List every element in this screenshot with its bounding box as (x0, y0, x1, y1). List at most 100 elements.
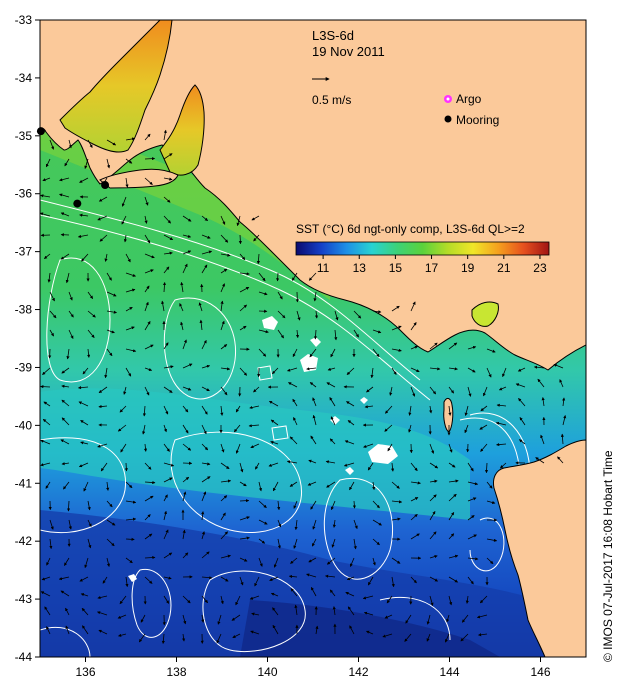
current-arrow (163, 576, 172, 580)
current-arrow (429, 479, 438, 483)
current-arrow (163, 386, 173, 393)
current-arrow (79, 213, 89, 217)
current-arrow (349, 625, 355, 635)
colorbar-tick-label: 17 (425, 261, 439, 275)
current-arrow (294, 519, 298, 531)
current-arrow (77, 386, 89, 390)
current-arrow (384, 614, 393, 619)
current-arrow (163, 266, 170, 274)
current-arrow (140, 614, 146, 623)
current-arrow (161, 300, 165, 312)
current-arrow (353, 310, 362, 319)
current-arrow (448, 595, 453, 606)
lon-tick-label: 140 (257, 665, 277, 679)
colorbar-tick-label: 15 (389, 261, 403, 275)
current-arrow (391, 305, 400, 312)
current-arrow (330, 348, 336, 358)
current-arrow (42, 418, 51, 426)
current-arrow (163, 477, 173, 483)
current-arrow (64, 557, 70, 566)
current-arrow (448, 405, 452, 416)
current-arrow (235, 405, 241, 413)
current-arrow (496, 442, 507, 447)
current-arrow (479, 595, 488, 604)
current-arrow (182, 552, 189, 559)
current-arrow (239, 516, 250, 521)
current-arrow (429, 555, 438, 559)
current-arrow (429, 576, 439, 582)
current-arrow (291, 272, 298, 281)
current-arrow (163, 424, 167, 433)
current-arrow (480, 443, 488, 452)
current-arrow (345, 592, 355, 597)
current-arrow (182, 633, 186, 642)
current-arrow (344, 440, 355, 445)
current-arrow (40, 439, 51, 445)
current-arrow (448, 342, 458, 350)
current-arrow (44, 606, 51, 616)
current-arrow (464, 405, 469, 417)
current-arrow (239, 462, 244, 473)
current-arrow (460, 633, 469, 642)
current-arrow (541, 396, 545, 407)
current-arrow (125, 272, 137, 277)
current-arrow (255, 462, 260, 470)
current-arrow (308, 557, 317, 563)
current-arrow (410, 513, 418, 521)
current-arrow (121, 215, 127, 225)
current-arrow (201, 511, 205, 521)
current-arrow (448, 367, 458, 371)
current-arrow (106, 272, 112, 281)
current-arrow (201, 234, 211, 239)
current-arrow (467, 386, 472, 397)
current-arrow (201, 339, 207, 350)
current-arrow (330, 500, 336, 511)
current-arrow (251, 612, 260, 616)
ssh-contours (40, 199, 576, 657)
current-arrow (125, 367, 132, 377)
current-arrow (239, 536, 250, 540)
current-arrow (273, 557, 279, 568)
current-arrow (254, 576, 260, 587)
current-arrow (562, 397, 566, 407)
current-arrow (61, 462, 70, 466)
current-arrow (43, 253, 51, 259)
current-arrow (201, 595, 208, 604)
current-arrow (125, 137, 136, 141)
current-arrow (106, 348, 113, 357)
current-arrow (201, 364, 211, 369)
current-arrow (249, 405, 260, 409)
current-arrow (163, 510, 168, 521)
current-arrow (98, 386, 108, 394)
current-arrow (201, 476, 211, 483)
current-arrow (201, 264, 208, 274)
current-arrow (201, 576, 213, 580)
current-arrow (329, 589, 336, 597)
current-arrow (236, 215, 241, 227)
current-arrow (502, 367, 507, 378)
current-arrow (201, 491, 207, 502)
current-arrow (182, 405, 189, 413)
current-arrow (410, 345, 419, 350)
current-arrow (79, 576, 89, 582)
current-arrow (343, 462, 355, 467)
current-arrow (309, 348, 317, 358)
current-arrow (182, 215, 192, 222)
current-arrow (553, 363, 564, 369)
current-arrow (87, 348, 91, 358)
current-arrow (125, 326, 135, 331)
current-arrow (292, 348, 298, 358)
current-arrow (391, 348, 402, 352)
current-arrow (142, 424, 146, 435)
current-arrow (385, 405, 393, 414)
mooring-icon (444, 115, 452, 123)
current-arrow (235, 595, 241, 606)
lon-tick-label: 146 (530, 665, 550, 679)
current-arrow (87, 310, 96, 318)
current-arrow (68, 139, 72, 149)
current-arrow (256, 253, 261, 265)
current-arrow (49, 538, 53, 550)
current-arrow (61, 417, 70, 426)
current-arrow (216, 633, 222, 644)
current-arrow (461, 614, 469, 623)
